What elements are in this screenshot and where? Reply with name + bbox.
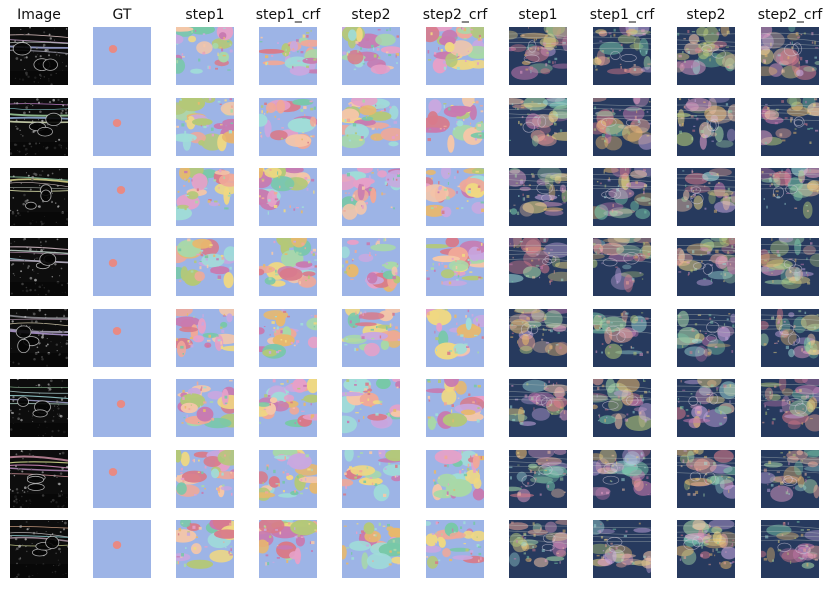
segmentation-overlay: [593, 520, 651, 578]
column-header: step1_crf: [589, 7, 655, 23]
segmentation-map: [342, 309, 400, 367]
segmentation-map: [426, 27, 484, 85]
ultrasound-image: [10, 238, 68, 296]
segmentation-map: [176, 379, 234, 437]
segmentation-map: [342, 238, 400, 296]
ground-truth-mask: [93, 27, 151, 85]
segmentation-overlay: [509, 168, 567, 226]
segmentation-map: [426, 379, 484, 437]
segmentation-map: [259, 520, 317, 578]
segmentation-overlay: [509, 98, 567, 156]
segmentation-map: [259, 238, 317, 296]
column-header: step2: [686, 7, 726, 23]
ground-truth-mask: [93, 379, 151, 437]
segmentation-overlay: [509, 520, 567, 578]
ultrasound-image: [10, 27, 68, 85]
segmentation-map: [342, 168, 400, 226]
segmentation-map: [426, 168, 484, 226]
column-header: step1: [518, 7, 558, 23]
segmentation-overlay: [761, 98, 819, 156]
segmentation-map: [259, 450, 317, 508]
ground-truth-mask: [93, 450, 151, 508]
segmentation-overlay: [677, 309, 735, 367]
ultrasound-image: [10, 309, 68, 367]
segmentation-overlay: [677, 450, 735, 508]
column-header: step1_crf: [255, 7, 321, 23]
segmentation-map: [342, 98, 400, 156]
segmentation-map: [176, 238, 234, 296]
column-header: GT: [112, 7, 132, 23]
segmentation-overlay: [593, 27, 651, 85]
segmentation-overlay: [509, 379, 567, 437]
column-header: step2_crf: [422, 7, 488, 23]
segmentation-overlay: [677, 27, 735, 85]
ultrasound-image: [10, 520, 68, 578]
segmentation-map: [426, 238, 484, 296]
segmentation-overlay: [761, 309, 819, 367]
segmentation-map: [426, 309, 484, 367]
column-header: Image: [17, 7, 61, 23]
segmentation-overlay: [593, 238, 651, 296]
segmentation-overlay: [761, 238, 819, 296]
segmentation-overlay: [677, 379, 735, 437]
segmentation-overlay: [677, 238, 735, 296]
segmentation-overlay: [593, 450, 651, 508]
segmentation-map: [426, 98, 484, 156]
segmentation-overlay: [593, 309, 651, 367]
ultrasound-image: [10, 168, 68, 226]
segmentation-overlay: [509, 450, 567, 508]
segmentation-map: [176, 309, 234, 367]
segmentation-overlay: [761, 27, 819, 85]
ground-truth-mask: [93, 309, 151, 367]
segmentation-map: [259, 27, 317, 85]
segmentation-overlay: [677, 98, 735, 156]
ground-truth-mask: [93, 168, 151, 226]
segmentation-overlay: [593, 379, 651, 437]
segmentation-overlay: [509, 309, 567, 367]
segmentation-overlay: [761, 450, 819, 508]
segmentation-map: [176, 27, 234, 85]
segmentation-map: [176, 168, 234, 226]
segmentation-map: [176, 450, 234, 508]
segmentation-map: [426, 520, 484, 578]
ground-truth-mask: [93, 238, 151, 296]
segmentation-overlay: [761, 379, 819, 437]
segmentation-map: [342, 520, 400, 578]
column-header: step2: [351, 7, 391, 23]
segmentation-map: [259, 309, 317, 367]
segmentation-overlay: [761, 520, 819, 578]
segmentation-map: [342, 27, 400, 85]
segmentation-map: [259, 98, 317, 156]
segmentation-overlay: [677, 520, 735, 578]
ultrasound-image: [10, 379, 68, 437]
segmentation-overlay: [593, 168, 651, 226]
segmentation-map: [176, 520, 234, 578]
segmentation-map: [259, 168, 317, 226]
segmentation-overlay: [677, 168, 735, 226]
ultrasound-image: [10, 98, 68, 156]
ground-truth-mask: [93, 98, 151, 156]
segmentation-map: [259, 379, 317, 437]
segmentation-map: [342, 450, 400, 508]
segmentation-map: [176, 98, 234, 156]
ultrasound-image: [10, 450, 68, 508]
ground-truth-mask: [93, 520, 151, 578]
column-header: step1: [185, 7, 225, 23]
segmentation-overlay: [509, 238, 567, 296]
segmentation-map: [426, 450, 484, 508]
segmentation-overlay: [593, 98, 651, 156]
segmentation-overlay: [761, 168, 819, 226]
segmentation-map: [342, 379, 400, 437]
segmentation-overlay: [509, 27, 567, 85]
column-header: step2_crf: [757, 7, 823, 23]
